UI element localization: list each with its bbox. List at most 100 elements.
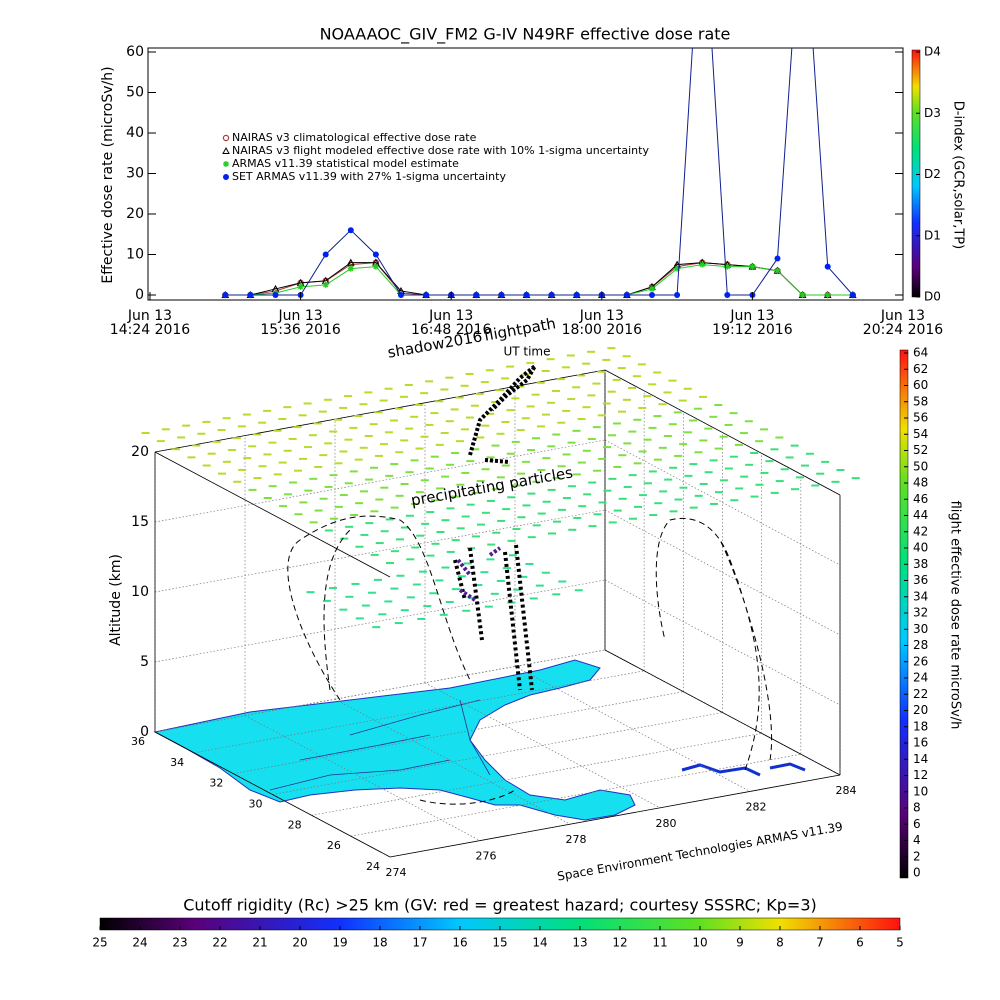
legend-label: SET ARMAS v11.39 with 27% 1-sigma uncert… bbox=[232, 170, 506, 183]
z-axis-label: Altitude (km) bbox=[108, 554, 124, 646]
grid-line bbox=[154, 509, 606, 593]
colorbar-tick-label: D4 bbox=[924, 45, 941, 59]
d-index-label: D-index (GCR,solar,TP) bbox=[951, 101, 966, 249]
grid-line bbox=[350, 753, 801, 837]
x-tick-label: 15:36 2016 bbox=[260, 322, 341, 338]
colorbar-tick-label: 14 bbox=[532, 936, 547, 950]
colorbar-tick-label: 9 bbox=[736, 936, 744, 950]
colorbar-tick-label: 36 bbox=[913, 573, 928, 587]
marker bbox=[649, 285, 655, 292]
land-map bbox=[153, 659, 636, 821]
x-axis-label: UT time bbox=[503, 345, 550, 359]
y-tick-label: 0 bbox=[135, 287, 144, 303]
marker bbox=[398, 292, 404, 298]
colorbar-tick-label: 44 bbox=[913, 508, 928, 522]
flightpath-colored bbox=[456, 546, 502, 602]
flight-path-shadow bbox=[419, 789, 516, 805]
box-edge bbox=[604, 649, 841, 776]
grid-line bbox=[154, 439, 606, 523]
colorbar-tick-label: 26 bbox=[913, 654, 928, 668]
grid-line bbox=[604, 439, 841, 566]
y-tick-label: 60 bbox=[126, 44, 144, 60]
colorbar-tick-label: 18 bbox=[372, 936, 387, 950]
colorbar-tick-label: 10 bbox=[913, 784, 928, 798]
marker bbox=[799, 292, 806, 298]
marker bbox=[498, 292, 505, 298]
flight-path-shadow bbox=[287, 515, 471, 701]
x-tick-label: 278 bbox=[566, 833, 587, 846]
x-tick-label: 282 bbox=[746, 800, 767, 813]
z-tick-label: 5 bbox=[140, 654, 149, 670]
colorbar-tick-label: 6 bbox=[856, 936, 864, 950]
box-edge bbox=[154, 369, 606, 453]
grid-line bbox=[514, 666, 751, 792]
legend-label: NAIRAS v3 climatological effective dose … bbox=[232, 131, 477, 144]
x-tick-date: Jun 13 bbox=[880, 308, 925, 324]
y-tick-label: 36 bbox=[131, 735, 145, 748]
colorbar-tick-label: 38 bbox=[913, 557, 928, 571]
colorbar-tick-label: 7 bbox=[816, 936, 824, 950]
colorbar-tick-label: 17 bbox=[412, 936, 427, 950]
colorbar-tick-label: 0 bbox=[913, 866, 921, 880]
marker bbox=[222, 292, 229, 298]
marker bbox=[523, 292, 530, 298]
marker bbox=[223, 161, 229, 167]
plot-area bbox=[221, 48, 857, 299]
x-tick-date: Jun 13 bbox=[579, 308, 624, 324]
colorbar-tick-label: 15 bbox=[492, 936, 507, 950]
chart-title: NOAAAOC_GIV_FM2 G-IV N49RF effective dos… bbox=[320, 25, 731, 45]
y-tick-label: 30 bbox=[249, 798, 263, 811]
colorbar-tick-label: 22 bbox=[212, 936, 227, 950]
colorbar-tick-label: D2 bbox=[924, 167, 941, 181]
marker bbox=[272, 292, 279, 298]
marker bbox=[423, 292, 430, 298]
y-tick-label: 40 bbox=[126, 125, 144, 141]
cutoff-title: Cutoff rigidity (Rc) >25 km (GV: red = g… bbox=[183, 896, 817, 915]
marker bbox=[346, 258, 355, 266]
marker bbox=[849, 292, 856, 298]
flightpath bbox=[468, 364, 537, 464]
map-borders bbox=[269, 699, 491, 791]
box-edge bbox=[389, 774, 841, 858]
x-tick-label: 284 bbox=[836, 784, 857, 797]
colorbar-tick-label: 62 bbox=[913, 362, 928, 376]
colorbar-tick-label: 4 bbox=[913, 833, 921, 847]
colorbar-tick-label: 13 bbox=[572, 936, 587, 950]
colorbar-tick-label: 6 bbox=[913, 817, 921, 831]
colorbar-tick-label: 11 bbox=[652, 936, 667, 950]
colorbar-tick-label: 21 bbox=[252, 936, 267, 950]
marker bbox=[699, 261, 706, 268]
colorbar-tick-label: 54 bbox=[913, 427, 928, 441]
colorbar-tick-label: 12 bbox=[612, 936, 627, 950]
z-tick-label: 10 bbox=[131, 584, 149, 600]
colorbar-tick-label: 52 bbox=[913, 443, 928, 457]
d-index-colorbar bbox=[911, 49, 921, 298]
colorbar-tick-label: 20 bbox=[292, 936, 307, 950]
colorbar-tick-label: 23 bbox=[172, 936, 187, 950]
y-tick-label: 28 bbox=[288, 818, 302, 831]
x-tick-date: Jun 13 bbox=[428, 308, 473, 324]
grid-line bbox=[604, 509, 841, 636]
y-axis-label: Effective dose rate (microSv/h) bbox=[100, 66, 116, 283]
x-tick-date: Jun 13 bbox=[127, 308, 172, 324]
colorbar-tick-label: D0 bbox=[924, 290, 941, 304]
colorbar-tick-label: 50 bbox=[913, 459, 928, 473]
y-tick-label: 20 bbox=[126, 206, 144, 222]
grid-line bbox=[154, 579, 606, 663]
3d-panel bbox=[141, 347, 860, 858]
x-tick-label: 276 bbox=[476, 850, 497, 863]
marker bbox=[347, 227, 354, 234]
marker bbox=[623, 292, 630, 298]
marker bbox=[674, 292, 681, 298]
colorbar-tick-label: 34 bbox=[913, 589, 928, 603]
colorbar-tick-label: 42 bbox=[913, 524, 928, 538]
grid-line bbox=[311, 732, 762, 816]
y-tick-label: 30 bbox=[126, 166, 144, 182]
colorbar-tick-label: 40 bbox=[913, 541, 928, 555]
colorbar-tick-label: D1 bbox=[924, 228, 941, 242]
marker bbox=[548, 292, 555, 298]
colorbar-tick-label: 5 bbox=[896, 936, 904, 950]
flight-path-shadow bbox=[655, 517, 773, 771]
